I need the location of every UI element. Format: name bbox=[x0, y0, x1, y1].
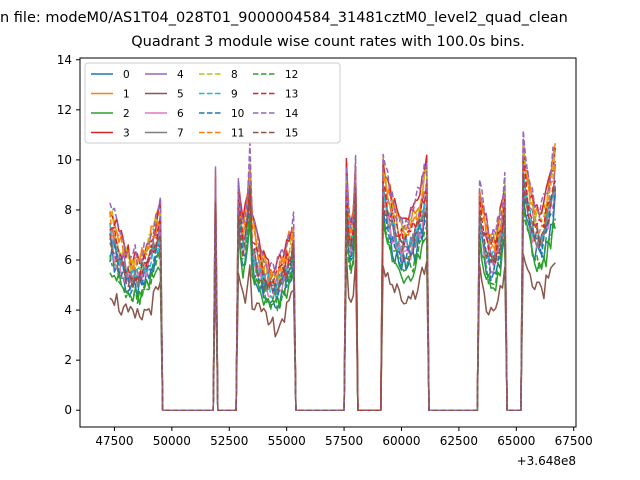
series-line-13 bbox=[109, 159, 557, 411]
legend-label-10: 10 bbox=[231, 108, 244, 120]
y-tick-label: 4 bbox=[64, 303, 72, 317]
legend-label-4: 4 bbox=[177, 69, 184, 81]
y-tick-label: 10 bbox=[57, 153, 72, 167]
series-line-14 bbox=[109, 129, 556, 411]
legend-label-0: 0 bbox=[123, 69, 130, 81]
series-layer bbox=[109, 129, 557, 411]
legend-label-6: 6 bbox=[177, 108, 184, 120]
series-line-7 bbox=[109, 172, 557, 411]
x-tick-label: 47500 bbox=[95, 434, 133, 448]
legend-label-14: 14 bbox=[285, 108, 299, 120]
legend-label-8: 8 bbox=[231, 69, 238, 81]
figure-suptitle: n file: modeM0/AS1T04_028T01_9000004584_… bbox=[0, 10, 568, 26]
legend-label-15: 15 bbox=[285, 128, 298, 140]
x-tick-label: 67500 bbox=[555, 434, 593, 448]
x-tick-label: 57500 bbox=[325, 434, 363, 448]
y-tick-label: 12 bbox=[57, 103, 72, 117]
legend-box bbox=[84, 62, 341, 144]
x-tick-label: 55000 bbox=[268, 434, 306, 448]
legend-label-11: 11 bbox=[231, 128, 244, 140]
series-line-9 bbox=[109, 173, 557, 411]
x-tick-label: 60000 bbox=[382, 434, 420, 448]
series-line-6 bbox=[109, 187, 557, 411]
legend-label-1: 1 bbox=[123, 89, 130, 101]
y-tick-label: 2 bbox=[64, 353, 72, 367]
axes-layer: 47500 50000 52500 55000 57500 60000 62500 65000… bbox=[57, 53, 593, 468]
y-tick-label: 6 bbox=[64, 253, 72, 267]
x-tick-label: 65000 bbox=[497, 434, 535, 448]
series-line-0 bbox=[109, 192, 557, 411]
chart-title: Quadrant 3 module wise count rates with … bbox=[131, 34, 525, 50]
series-line-11 bbox=[109, 160, 557, 411]
y-tick-label: 14 bbox=[57, 53, 72, 67]
series-line-4 bbox=[109, 164, 557, 411]
x-tick-label: 52500 bbox=[210, 434, 248, 448]
y-tick-label: 8 bbox=[64, 203, 72, 217]
x-tick-label: 50000 bbox=[153, 434, 191, 448]
series-line-15 bbox=[109, 173, 556, 411]
x-tick-label: 62500 bbox=[440, 434, 478, 448]
legend-label-2: 2 bbox=[123, 108, 130, 120]
legend-label-13: 13 bbox=[285, 89, 298, 101]
axes-frame bbox=[79, 57, 577, 428]
legend-label-9: 9 bbox=[231, 89, 238, 101]
legend-label-12: 12 bbox=[285, 69, 298, 81]
series-line-8 bbox=[109, 145, 557, 411]
legend-label-7: 7 bbox=[177, 128, 184, 140]
x-offset-label: +3.648e8 bbox=[517, 454, 576, 468]
series-line-10 bbox=[109, 185, 557, 411]
series-group bbox=[109, 129, 557, 411]
legend-label-5: 5 bbox=[177, 89, 184, 101]
legend-label-3: 3 bbox=[123, 128, 130, 140]
y-tick-label: 0 bbox=[64, 403, 72, 417]
